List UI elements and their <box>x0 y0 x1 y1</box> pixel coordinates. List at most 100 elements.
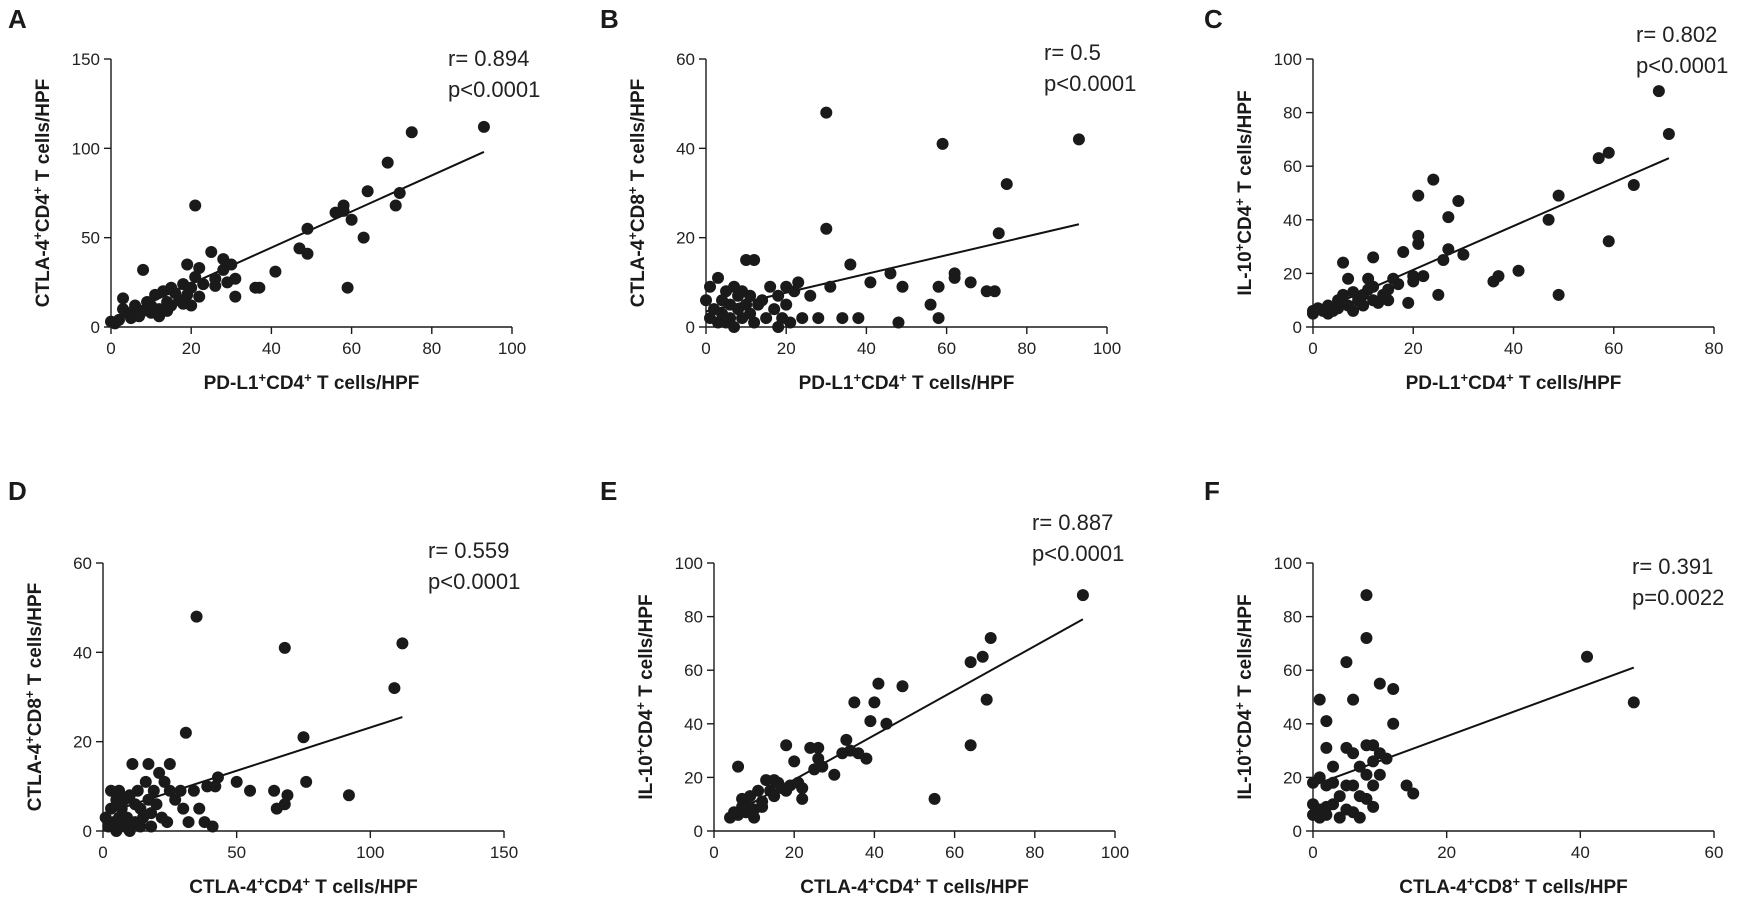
y-tick-label: 40 <box>1283 211 1302 230</box>
panel-letter-a: A <box>8 4 27 34</box>
y-tick-label: 80 <box>684 608 703 627</box>
x-tick-label: 100 <box>356 843 384 862</box>
figure: A0 20 40 60 80 100050100150PD-L1+CD4+ T cells… <box>0 0 1747 907</box>
data-point <box>1073 133 1085 145</box>
y-axis-label: CTLA-4+CD8+ T cells/HPF <box>22 583 47 811</box>
data-point <box>281 789 293 801</box>
data-point <box>1077 589 1089 601</box>
data-point <box>824 281 836 293</box>
data-point <box>760 312 772 324</box>
data-point <box>848 696 860 708</box>
y-tick-label: 100 <box>1274 50 1302 69</box>
data-point <box>1320 809 1332 821</box>
y-axis-label: IL-10+CD4+ T cells/HPF <box>633 594 658 799</box>
data-point <box>150 798 162 810</box>
data-point <box>177 803 189 815</box>
data-point <box>1367 801 1379 813</box>
x-axis-label: CTLA-4+CD4+ T cells/HPF <box>800 874 1028 899</box>
data-point <box>253 282 265 294</box>
data-point <box>796 793 808 805</box>
data-point <box>1314 694 1326 706</box>
y-tick-label: 60 <box>1283 157 1302 176</box>
data-point <box>137 264 149 276</box>
data-point <box>756 801 768 813</box>
data-point <box>748 317 760 329</box>
y-tick-label: 40 <box>1283 715 1302 734</box>
y-tick-label: 0 <box>91 318 100 337</box>
data-point <box>1337 289 1349 301</box>
data-point <box>933 312 945 324</box>
y-tick-label: 20 <box>73 733 92 752</box>
data-point <box>840 734 852 746</box>
x-tick-label: 0 <box>1308 339 1317 358</box>
data-point <box>197 278 209 290</box>
data-point <box>161 816 173 828</box>
data-point <box>780 299 792 311</box>
data-point <box>1334 790 1346 802</box>
data-point <box>148 785 160 797</box>
x-tick-label: 80 <box>1705 339 1724 358</box>
y-tick-label: 20 <box>1283 768 1302 787</box>
data-point <box>816 761 828 773</box>
data-point <box>1347 779 1359 791</box>
panel-letter-e: E <box>600 476 617 506</box>
data-point <box>828 769 840 781</box>
data-point <box>1397 246 1409 258</box>
data-point <box>279 642 291 654</box>
r-value: r= 0.5 <box>1044 40 1101 65</box>
data-point <box>140 776 152 788</box>
r-value: r= 0.802 <box>1636 22 1717 47</box>
data-point <box>1354 812 1366 824</box>
data-point <box>382 157 394 169</box>
data-point <box>478 121 490 133</box>
data-point <box>1382 294 1394 306</box>
data-point <box>1360 769 1372 781</box>
data-point <box>191 611 203 623</box>
data-point <box>1581 651 1593 663</box>
panel-letter-c: C <box>1204 4 1223 34</box>
data-point <box>180 727 192 739</box>
data-point <box>185 282 197 294</box>
x-tick-label: 20 <box>1437 843 1456 862</box>
data-point <box>977 651 989 663</box>
y-tick-label: 60 <box>684 661 703 680</box>
y-axis-label: IL-10+CD4+ T cells/HPF <box>1232 594 1257 799</box>
data-point <box>269 266 281 278</box>
x-tick-label: 20 <box>1404 339 1423 358</box>
r-value: r= 0.887 <box>1032 510 1113 535</box>
data-point <box>896 281 908 293</box>
x-axis-label: PD-L1+CD4+ T cells/HPF <box>1406 370 1622 395</box>
x-tick-label: 40 <box>1504 339 1523 358</box>
data-point <box>1663 128 1675 140</box>
data-point <box>268 785 280 797</box>
data-point <box>852 312 864 324</box>
y-tick-label: 80 <box>1283 104 1302 123</box>
data-point <box>358 232 370 244</box>
y-tick-label: 50 <box>81 229 100 248</box>
y-tick-label: 20 <box>1283 264 1302 283</box>
data-point <box>937 138 949 150</box>
data-point <box>181 258 193 270</box>
panel-e: E0 20 40 60 80 100020406080100CTLA-4+CD4+ T c… <box>600 476 1129 898</box>
data-point <box>896 680 908 692</box>
data-point <box>301 223 313 235</box>
data-point <box>1412 190 1424 202</box>
y-tick-label: 60 <box>1283 661 1302 680</box>
x-tick-label: 40 <box>857 339 876 358</box>
data-point <box>712 272 724 284</box>
x-tick-label: 80 <box>1017 339 1036 358</box>
panel-c: C0 20 40 60 80020406080100PD-L1+CD4+ T cells… <box>1204 4 1728 394</box>
data-point <box>244 785 256 797</box>
y-axis-label: CTLA-4+CD8+ T cells/HPF <box>625 79 650 307</box>
y-tick-label: 0 <box>1293 822 1302 841</box>
data-point <box>860 753 872 765</box>
y-tick-label: 0 <box>686 318 695 337</box>
data-point <box>844 258 856 270</box>
x-tick-label: 100 <box>1101 843 1129 862</box>
data-point <box>868 696 880 708</box>
data-point <box>993 227 1005 239</box>
data-point <box>205 246 217 258</box>
data-point <box>396 637 408 649</box>
data-point <box>300 776 312 788</box>
x-tick-label: 20 <box>777 339 796 358</box>
